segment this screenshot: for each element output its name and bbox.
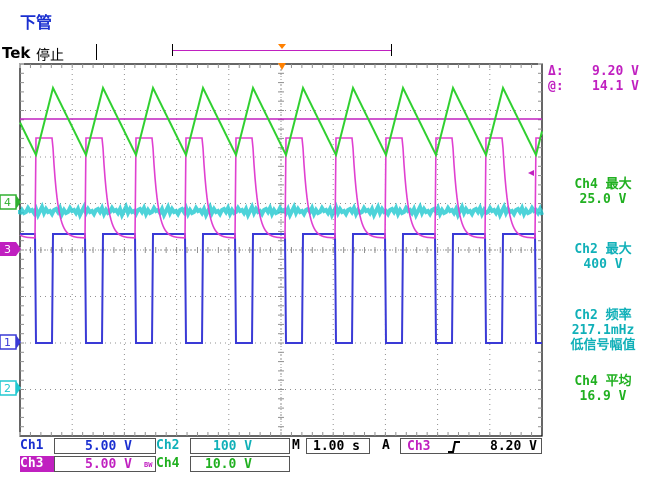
trigger-source: Ch3 — [407, 439, 431, 454]
measurement-3[interactable]: Ch2 频率 217.1mHz 低信号幅值 — [548, 308, 658, 353]
ch2-label[interactable]: Ch2 — [156, 438, 180, 453]
trigger-point-icon — [278, 63, 286, 70]
measurement-4-value: 16.9 V — [579, 389, 627, 404]
ch3-trace — [19, 137, 542, 239]
scope-status-bar: Tek 停止 — [0, 44, 560, 64]
cursor-at-label: @: — [548, 79, 564, 94]
record-window-icon — [172, 44, 392, 56]
rising-edge-icon — [448, 441, 460, 453]
cursor-at-row: @: 14.1 V — [548, 79, 639, 94]
ch3-label[interactable]: Ch3 — [20, 456, 54, 472]
measurement-4[interactable]: Ch4 平均 16.9 V — [548, 374, 658, 404]
timebase-value[interactable]: 1.00 s — [306, 438, 370, 454]
ch1-trace — [20, 233, 542, 344]
trigger-mode: A — [382, 438, 390, 453]
trigger-settings[interactable]: Ch3 8.20 V — [400, 438, 542, 454]
ch1-label[interactable]: Ch1 — [20, 438, 44, 453]
channel-settings-row-2: Ch3 5.00 V BW Ch4 10.0 V — [20, 456, 542, 473]
ch4-scale[interactable]: 10.0 V — [190, 456, 290, 472]
measurement-2-value: 400 V — [583, 257, 623, 272]
cursor-delta-label: Δ: — [548, 64, 564, 79]
status-divider-icon — [96, 44, 97, 60]
measurement-2-label: Ch2 最大 — [574, 242, 632, 257]
ch2-ground-marker[interactable]: 2 — [0, 380, 21, 396]
trigger-level: 8.20 V — [490, 439, 537, 454]
ch2-trace — [18, 201, 544, 221]
ch3-scale[interactable]: 5.00 V — [54, 456, 156, 472]
acquisition-state: 停止 — [36, 48, 64, 64]
svg-text:2: 2 — [4, 382, 11, 395]
waveform-traces — [18, 85, 544, 344]
ch4-ground-marker[interactable]: 4 — [0, 194, 21, 210]
ch4-label[interactable]: Ch4 — [156, 456, 180, 471]
trigger-position-icon — [278, 44, 286, 49]
cursor-delta-row: Δ: 9.20 V — [548, 64, 639, 79]
cursor-delta-value: 9.20 V — [592, 64, 639, 79]
measurement-2[interactable]: Ch2 最大 400 V — [548, 242, 658, 272]
ch4-trace — [19, 85, 543, 158]
measurement-1-label: Ch4 最大 — [574, 177, 632, 192]
bandwidth-limit-icon: BW — [144, 461, 153, 469]
ch3-ground-marker[interactable]: 3 — [0, 242, 21, 256]
measurement-3-note: 低信号幅值 — [570, 338, 636, 353]
graticule — [19, 63, 543, 437]
ch1-ground-marker[interactable]: 1 — [0, 334, 21, 350]
measurement-3-value: 217.1mHz — [571, 323, 635, 338]
timebase-label: M — [292, 438, 300, 453]
waveform-display[interactable]: 4 3 1 2 — [0, 60, 548, 438]
channel-settings-row-1: Ch1 5.00 V Ch2 100 V M 1.00 s A Ch3 8.20… — [20, 438, 542, 455]
measurement-4-label: Ch4 平均 — [574, 374, 632, 389]
ch1-scale[interactable]: 5.00 V — [54, 438, 156, 454]
measurement-3-label: Ch2 频率 — [574, 308, 632, 323]
brand-logo: Tek — [2, 44, 31, 62]
page-title: 下管 — [20, 13, 53, 32]
ch2-scale[interactable]: 100 V — [190, 438, 290, 454]
cursor-readout: Δ: 9.20 V @: 14.1 V — [548, 64, 639, 94]
svg-text:1: 1 — [4, 336, 11, 349]
cursor-at-value: 14.1 V — [592, 79, 639, 94]
cursor-marker-icon — [528, 170, 534, 176]
measurement-1[interactable]: Ch4 最大 25.0 V — [548, 177, 658, 207]
measurement-1-value: 25.0 V — [579, 192, 627, 207]
svg-text:3: 3 — [4, 243, 11, 256]
svg-text:4: 4 — [4, 196, 11, 209]
